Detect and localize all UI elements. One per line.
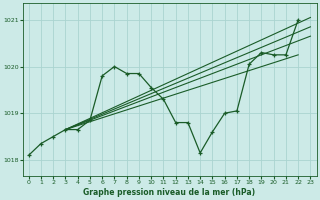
X-axis label: Graphe pression niveau de la mer (hPa): Graphe pression niveau de la mer (hPa) bbox=[84, 188, 256, 197]
